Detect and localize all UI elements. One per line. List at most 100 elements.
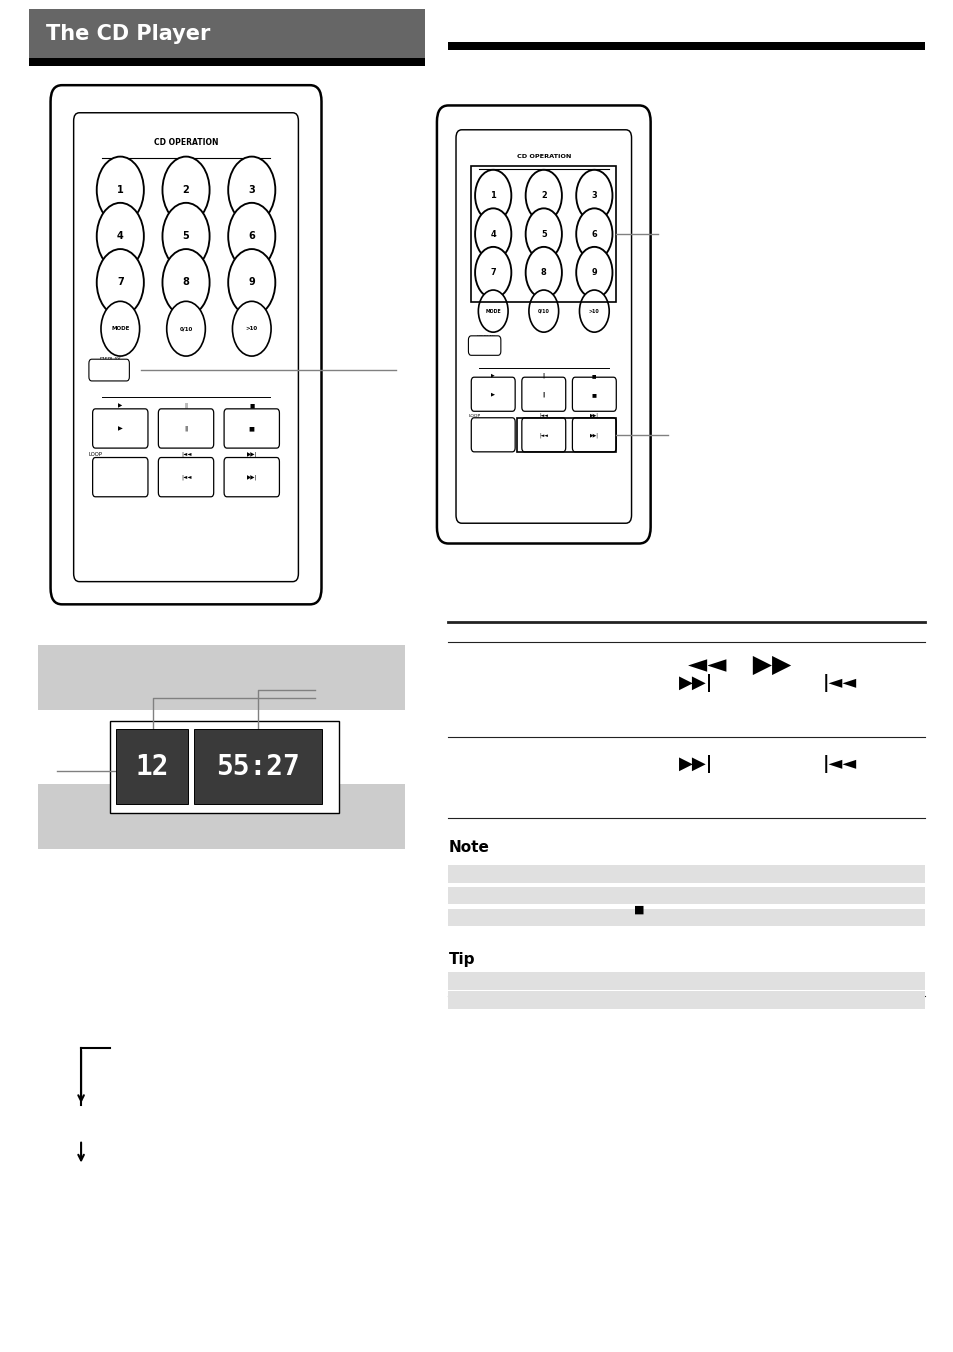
Circle shape	[576, 247, 612, 299]
Bar	[116, 729, 188, 804]
Bar	[448, 909, 924, 926]
Circle shape	[578, 291, 609, 333]
Circle shape	[525, 247, 561, 299]
Circle shape	[96, 157, 144, 223]
Text: DISPLAY: DISPLAY	[99, 357, 121, 362]
Text: 7: 7	[117, 277, 124, 288]
FancyBboxPatch shape	[456, 130, 631, 523]
Text: Tip: Tip	[448, 952, 475, 968]
FancyBboxPatch shape	[471, 418, 515, 452]
FancyBboxPatch shape	[521, 377, 565, 411]
Text: |◄◄: |◄◄	[180, 452, 192, 457]
Circle shape	[101, 301, 139, 356]
Circle shape	[233, 301, 271, 356]
Text: MODE: MODE	[485, 308, 500, 314]
Text: 5: 5	[182, 231, 190, 241]
Text: DISPLAY: DISPLAY	[476, 335, 496, 338]
Text: ◄◄   ▶▶: ◄◄ ▶▶	[687, 653, 790, 677]
FancyBboxPatch shape	[572, 418, 616, 452]
Circle shape	[477, 291, 508, 333]
Text: CD OPERATION: CD OPERATION	[517, 154, 570, 158]
Circle shape	[228, 249, 275, 316]
Text: ||: ||	[541, 392, 545, 397]
Text: ▶▶|: ▶▶|	[589, 412, 598, 419]
Text: ||: ||	[184, 403, 188, 408]
FancyBboxPatch shape	[224, 408, 279, 448]
FancyBboxPatch shape	[468, 335, 500, 356]
Text: 55:27: 55:27	[215, 753, 299, 780]
Text: 9: 9	[248, 277, 254, 288]
Circle shape	[576, 208, 612, 260]
Text: 1: 1	[490, 191, 496, 200]
Circle shape	[525, 208, 561, 260]
Text: LOOP: LOOP	[468, 414, 480, 418]
Text: |◄◄: |◄◄	[180, 475, 192, 480]
Text: ||: ||	[541, 372, 545, 379]
Bar	[29, 9, 424, 59]
Text: ▶: ▶	[491, 373, 495, 377]
Circle shape	[167, 301, 205, 356]
FancyBboxPatch shape	[51, 85, 321, 604]
FancyBboxPatch shape	[89, 360, 130, 381]
Text: Note: Note	[448, 840, 489, 856]
FancyBboxPatch shape	[92, 457, 148, 496]
Text: 6: 6	[591, 230, 597, 238]
Text: ▶▶|: ▶▶|	[679, 754, 713, 773]
Text: ||: ||	[184, 426, 188, 431]
Text: ▶▶|: ▶▶|	[589, 433, 598, 438]
Circle shape	[475, 170, 511, 222]
Text: ▶: ▶	[118, 403, 122, 408]
Text: ▶▶|: ▶▶|	[679, 673, 713, 692]
Text: ▶: ▶	[491, 392, 495, 396]
Text: 8: 8	[182, 277, 190, 288]
FancyBboxPatch shape	[73, 112, 298, 581]
Text: MODE: MODE	[111, 326, 130, 331]
Bar	[193, 729, 322, 804]
Bar	[29, 58, 424, 66]
Text: |◄◄: |◄◄	[538, 412, 548, 419]
Text: 7: 7	[490, 268, 496, 277]
Text: CD OPERATION: CD OPERATION	[153, 138, 218, 147]
FancyBboxPatch shape	[92, 408, 148, 448]
Text: |◄◄: |◄◄	[821, 754, 856, 773]
Text: 0/10: 0/10	[537, 308, 549, 314]
Text: ■: ■	[591, 392, 597, 396]
Text: |◄◄: |◄◄	[538, 433, 548, 438]
Text: 3: 3	[248, 185, 254, 195]
Bar	[517, 418, 616, 452]
Circle shape	[475, 247, 511, 299]
Text: LOOP: LOOP	[88, 452, 102, 457]
Text: The CD Player: The CD Player	[46, 24, 210, 45]
Circle shape	[96, 203, 144, 269]
Text: 0/10: 0/10	[179, 326, 193, 331]
Text: 4: 4	[117, 231, 124, 241]
Text: 9: 9	[591, 268, 597, 277]
FancyBboxPatch shape	[436, 105, 650, 544]
FancyBboxPatch shape	[158, 408, 213, 448]
Bar	[38, 784, 405, 849]
Text: 2: 2	[182, 185, 190, 195]
Bar	[448, 42, 924, 50]
Text: 2: 2	[540, 191, 546, 200]
Text: ■: ■	[633, 904, 644, 915]
Text: ▶: ▶	[118, 426, 123, 431]
Circle shape	[228, 203, 275, 269]
Text: 3: 3	[591, 191, 597, 200]
Text: 6: 6	[248, 231, 254, 241]
Bar	[448, 991, 924, 1009]
Text: 12: 12	[135, 753, 170, 780]
Text: >10: >10	[246, 326, 257, 331]
Bar	[110, 721, 338, 813]
Bar	[448, 972, 924, 990]
FancyBboxPatch shape	[471, 377, 515, 411]
FancyBboxPatch shape	[572, 377, 616, 411]
FancyBboxPatch shape	[224, 457, 279, 496]
Bar	[448, 865, 924, 883]
Text: 8: 8	[540, 268, 546, 277]
Text: ■: ■	[249, 403, 254, 408]
Text: 5: 5	[540, 230, 546, 238]
Text: |◄◄: |◄◄	[821, 673, 856, 692]
Circle shape	[525, 170, 561, 222]
Text: >10: >10	[588, 308, 599, 314]
Bar	[471, 166, 616, 303]
